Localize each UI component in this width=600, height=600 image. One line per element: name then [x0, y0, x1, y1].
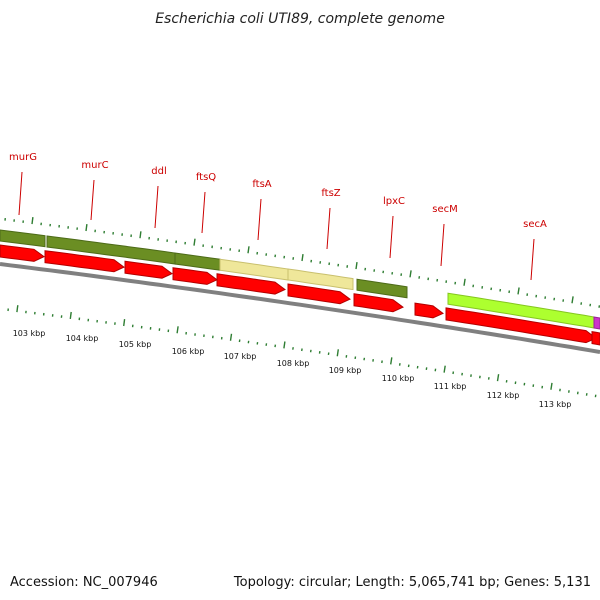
cds-arrow-5: [216, 273, 286, 295]
gene-label-murG: murG: [9, 152, 37, 163]
gene-leader-line: [440, 223, 445, 267]
gene-lpxC-bar: [356, 278, 408, 299]
gene-labels: murG murC ddl ftsQ ftsA ftsZ lpxC secM secA: [9, 152, 547, 281]
scale-tick-mark: [496, 374, 500, 382]
genome-backbone: [0, 262, 600, 354]
gene-leader-line: [389, 215, 394, 259]
cds-arrow-7: [353, 293, 404, 313]
gene-label-secM: secM: [432, 204, 458, 215]
summary-text: Topology: circular; Length: 5,065,741 bp…: [233, 575, 591, 590]
cds-arrow-9: [445, 307, 597, 344]
scale-tick-mark: [229, 333, 233, 341]
tick-mark: [571, 296, 574, 304]
scale-tick-mark: [550, 382, 553, 390]
gene-ddl-bar: [174, 252, 221, 271]
gene-murG-bar: [0, 229, 46, 248]
scale-tick-mark: [123, 319, 126, 327]
tick-mark: [85, 224, 88, 232]
kbp-label: 109 kbp: [329, 366, 362, 375]
gene-label-secA: secA: [523, 219, 547, 230]
tick-mark: [463, 278, 466, 286]
kbp-label: 108 kbp: [277, 359, 310, 368]
tick-mark: [193, 238, 196, 246]
gene-leader-line: [530, 238, 535, 281]
kbp-label: 106 kbp: [172, 347, 205, 356]
gene-leader-line: [257, 198, 262, 241]
kbp-label: 110 kbp: [382, 374, 415, 383]
tick-mark: [517, 287, 520, 295]
gene-leader-line: [154, 185, 159, 229]
cds-arrow-10: [591, 331, 600, 346]
map-title: Escherichia coli UTI89, complete genome: [155, 11, 445, 27]
tick-mark: [301, 254, 304, 262]
gene-label-murC: murC: [81, 160, 108, 171]
kbp-label: 111 kbp: [434, 382, 467, 391]
gene-leader-line: [326, 207, 331, 250]
tick-mark: [355, 262, 358, 270]
gene-ftsA-bar: [287, 268, 354, 291]
kbp-label: 105 kbp: [119, 340, 152, 349]
gene-leader-line: [90, 179, 95, 221]
kbp-scale: 103 kbp 104 kbp 105 kbp 106 kbp 107 kbp 108 k…: [13, 329, 572, 409]
gene-leader-line: [201, 191, 206, 234]
gene-label-ftsZ: ftsZ: [321, 188, 340, 199]
cds-arrow-1: [0, 244, 45, 262]
scale-tick-mark: [176, 326, 179, 334]
gene-label-ddl: ddl: [151, 166, 166, 177]
gene-next-bar: [593, 316, 600, 330]
scale-tick-mark: [336, 349, 339, 357]
cds-arrow-4: [172, 267, 218, 285]
cds-arrow-6: [287, 283, 351, 305]
cds-arrow-3: [124, 260, 173, 279]
scale-tick-mark: [69, 311, 72, 320]
gene-leader-line: [18, 171, 23, 216]
kbp-label: 113 kbp: [539, 400, 572, 409]
feature-track: [0, 229, 600, 354]
scale-tick-mark: [390, 357, 393, 365]
cds-arrow-8: [414, 302, 444, 319]
tick-marks: [4, 217, 600, 398]
gene-label-ftsQ: ftsQ: [196, 172, 216, 183]
tick-mark: [139, 231, 142, 239]
kbp-label: 112 kbp: [487, 391, 520, 400]
tick-mark: [409, 270, 412, 278]
kbp-label: 104 kbp: [66, 334, 99, 343]
kbp-label: 103 kbp: [13, 329, 46, 338]
accession-text: Accession: NC_007946: [10, 575, 158, 590]
tick-mark: [31, 217, 34, 225]
scale-tick-mark: [16, 305, 19, 313]
tick-mark: [247, 246, 250, 254]
kbp-label: 107 kbp: [224, 352, 257, 361]
gene-label-lpxC: lpxC: [383, 196, 405, 207]
cds-arrow-2: [44, 250, 125, 273]
scale-tick-mark: [283, 341, 286, 349]
scale-tick-mark: [443, 365, 446, 373]
gene-label-ftsA: ftsA: [252, 179, 271, 190]
